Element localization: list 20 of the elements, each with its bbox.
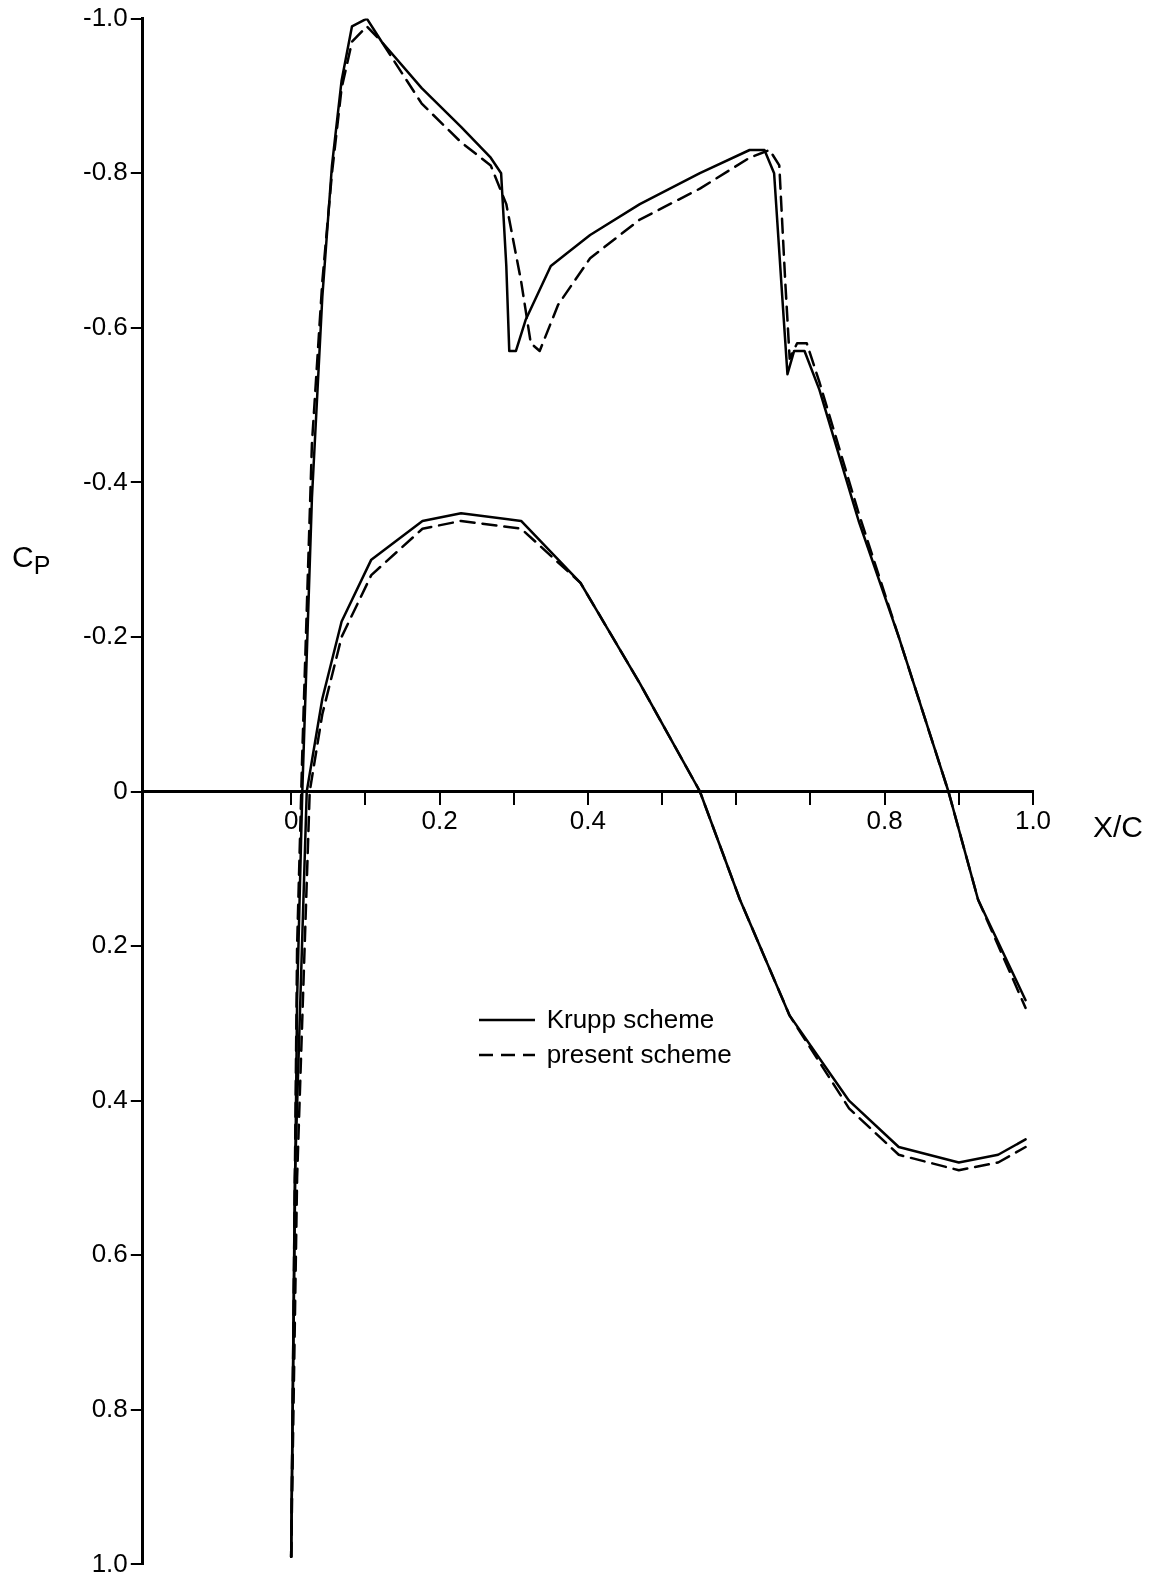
y-tick-label: -0.2 [82,620,128,651]
y-tick-label: -1.0 [82,1,128,32]
x-tick-label: 0.4 [569,805,606,836]
y-axis-title: C$_{P}$ [12,539,51,580]
y-tick-label: 0.8 [91,1392,128,1423]
y-tick-label: 0.6 [91,1238,128,1269]
y-tick-label: 0.2 [91,929,128,960]
x-tick-label: 1.0 [1014,805,1052,836]
y-tick-label: -0.6 [82,310,128,341]
y-tick-label: -0.4 [82,465,128,496]
x-axis-title: X/C [1093,809,1144,844]
y-tick-label: -0.8 [82,156,128,187]
x-tick-label: 0.8 [866,805,903,836]
legend-label: Krupp scheme [546,1004,715,1036]
x-tick-label: 0 [283,805,299,836]
y-tick-label: 1.0 [91,1547,128,1578]
y-tick-label: 0.4 [91,1083,128,1114]
x-tick-label: 0.2 [421,805,458,836]
y-tick-label: 0 [113,774,128,805]
legend-label: present scheme [546,1039,732,1071]
